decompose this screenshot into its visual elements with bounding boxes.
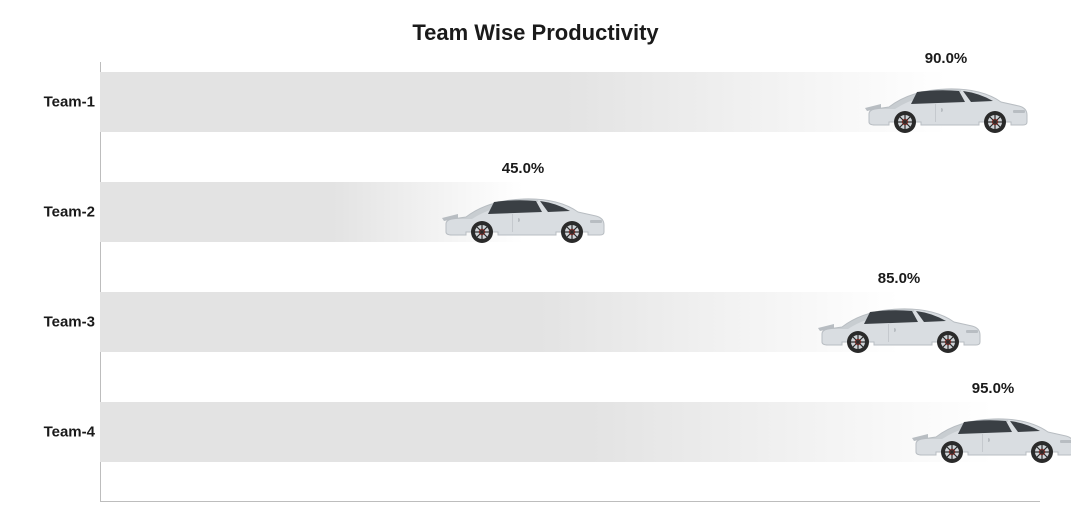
x-axis-line — [100, 501, 1040, 502]
bar — [100, 402, 993, 462]
chart-row: Team-2 45.0% — [100, 182, 1040, 242]
sports-car-icon — [908, 408, 1071, 464]
category-label: Team-4 — [25, 424, 95, 441]
category-label: Team-2 — [25, 204, 95, 221]
plot-area: Team-1 90.0%Team-2 — [100, 62, 1040, 502]
productivity-chart: Team Wise Productivity Team-1 90.0%Team-… — [0, 0, 1071, 523]
value-label: 85.0% — [878, 270, 921, 287]
category-label: Team-1 — [25, 94, 95, 111]
chart-row: Team-3 85.0% — [100, 292, 1040, 352]
sports-car-icon — [861, 78, 1031, 134]
bar — [100, 72, 946, 132]
sports-car-icon — [814, 298, 984, 354]
chart-row: Team-1 90.0% — [100, 72, 1040, 132]
bar — [100, 292, 899, 352]
sports-car-icon — [438, 188, 608, 244]
value-label: 90.0% — [925, 50, 968, 67]
chart-row: Team-4 95.0% — [100, 402, 1040, 462]
value-label: 95.0% — [972, 380, 1015, 397]
chart-title: Team Wise Productivity — [0, 20, 1071, 46]
category-label: Team-3 — [25, 314, 95, 331]
value-label: 45.0% — [502, 160, 545, 177]
